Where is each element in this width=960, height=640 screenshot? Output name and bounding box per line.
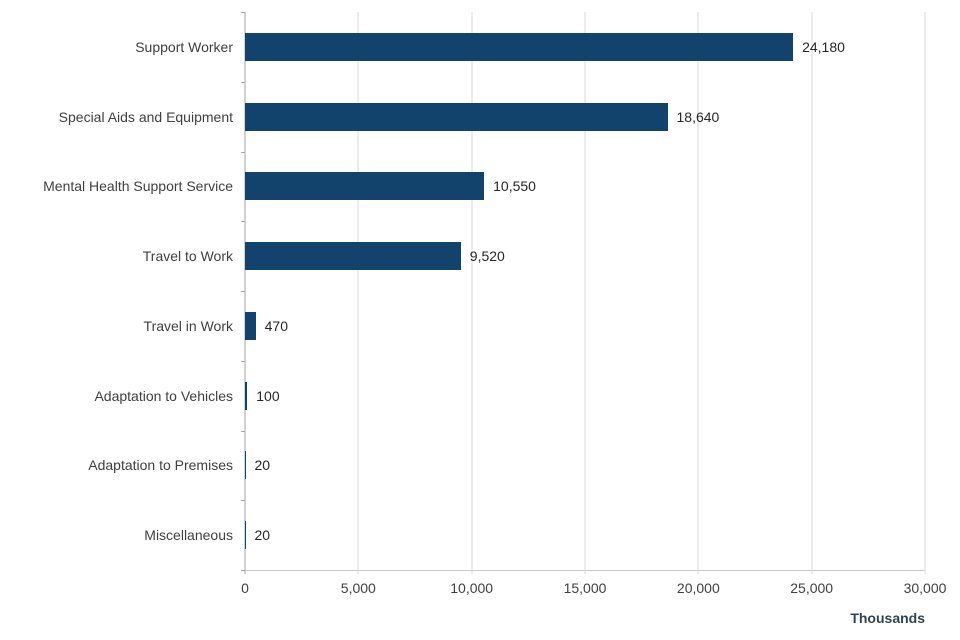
x-tick-label: 15,000 bbox=[563, 580, 607, 596]
category-axis-tick bbox=[241, 570, 245, 571]
value-label: 10,550 bbox=[493, 178, 536, 195]
bar-track: 470 bbox=[245, 291, 925, 361]
category-axis-tick bbox=[241, 500, 245, 502]
gridline bbox=[811, 12, 813, 574]
gridline bbox=[924, 12, 926, 574]
x-tick-label: 0 bbox=[241, 580, 249, 596]
value-label: 100 bbox=[256, 387, 280, 404]
category-label: Mental Health Support Service bbox=[43, 178, 233, 195]
value-label: 9,520 bbox=[469, 248, 505, 265]
value-label: 20 bbox=[254, 527, 271, 544]
category-label: Miscellaneous bbox=[144, 527, 233, 544]
value-axis-line bbox=[244, 12, 246, 574]
bar bbox=[245, 102, 668, 131]
bar-track: 100 bbox=[245, 361, 925, 431]
category-axis-tick bbox=[241, 430, 245, 432]
bar-track: 9,520 bbox=[245, 221, 925, 291]
value-label: 20 bbox=[254, 457, 271, 474]
x-tick-label: 20,000 bbox=[676, 580, 720, 596]
category-axis-tick bbox=[241, 12, 245, 13]
x-tick-label: 25,000 bbox=[790, 580, 834, 596]
category-axis-tick bbox=[241, 221, 245, 223]
bar-row: Special Aids and Equipment 18,640 bbox=[0, 82, 925, 152]
bar-row: Support Worker 24,180 bbox=[0, 12, 925, 82]
gridline bbox=[584, 12, 586, 574]
category-axis-tick bbox=[241, 81, 245, 83]
category-label: Adaptation to Premises bbox=[88, 457, 233, 474]
bar-track: 20 bbox=[245, 500, 925, 570]
bar-track: 10,550 bbox=[245, 152, 925, 222]
grid-layer bbox=[241, 12, 926, 574]
category-label: Support Worker bbox=[135, 38, 233, 55]
bar-row: Travel to Work 9,520 bbox=[0, 221, 925, 291]
x-axis-title: Thousands bbox=[850, 610, 925, 626]
bar-row: Miscellaneous 20 bbox=[0, 500, 925, 570]
gridline bbox=[471, 12, 473, 574]
gridline bbox=[357, 12, 359, 574]
x-tick-label: 30,000 bbox=[903, 580, 947, 596]
value-label: 470 bbox=[264, 317, 288, 334]
bar bbox=[245, 32, 794, 61]
gridline bbox=[697, 12, 699, 574]
bar bbox=[245, 242, 461, 271]
value-label: 24,180 bbox=[802, 38, 845, 55]
bar bbox=[245, 311, 256, 340]
category-label: Travel to Work bbox=[142, 248, 233, 265]
category-label: Special Aids and Equipment bbox=[58, 108, 233, 125]
value-label: 18,640 bbox=[676, 108, 720, 125]
bar-row: Mental Health Support Service 10,550 bbox=[0, 152, 925, 222]
category-axis-tick bbox=[241, 291, 245, 292]
category-axis-tick bbox=[241, 151, 245, 153]
bar-row: Travel in Work 470 bbox=[0, 291, 925, 361]
category-label: Travel in Work bbox=[143, 317, 233, 334]
bar-row: Adaptation to Vehicles 100 bbox=[0, 361, 925, 431]
category-label: Adaptation to Vehicles bbox=[94, 387, 233, 404]
category-axis-tick bbox=[241, 360, 245, 362]
bar-row: Adaptation to Premises 20 bbox=[0, 431, 925, 501]
bar bbox=[245, 381, 248, 410]
x-axis: 0 5,000 10,000 15,000 20,000 25,000 30,000 bbox=[241, 580, 946, 600]
x-tick-label: 5,000 bbox=[340, 580, 376, 596]
x-tick-label: 10,000 bbox=[450, 580, 494, 596]
bar-rows: Support Worker 24,180 Special Aids and Equ… bbox=[0, 12, 925, 570]
bar-track: 24,180 bbox=[245, 12, 925, 82]
bar bbox=[245, 172, 485, 201]
bar-track: 18,640 bbox=[245, 82, 925, 152]
bar-track: 20 bbox=[245, 431, 925, 501]
